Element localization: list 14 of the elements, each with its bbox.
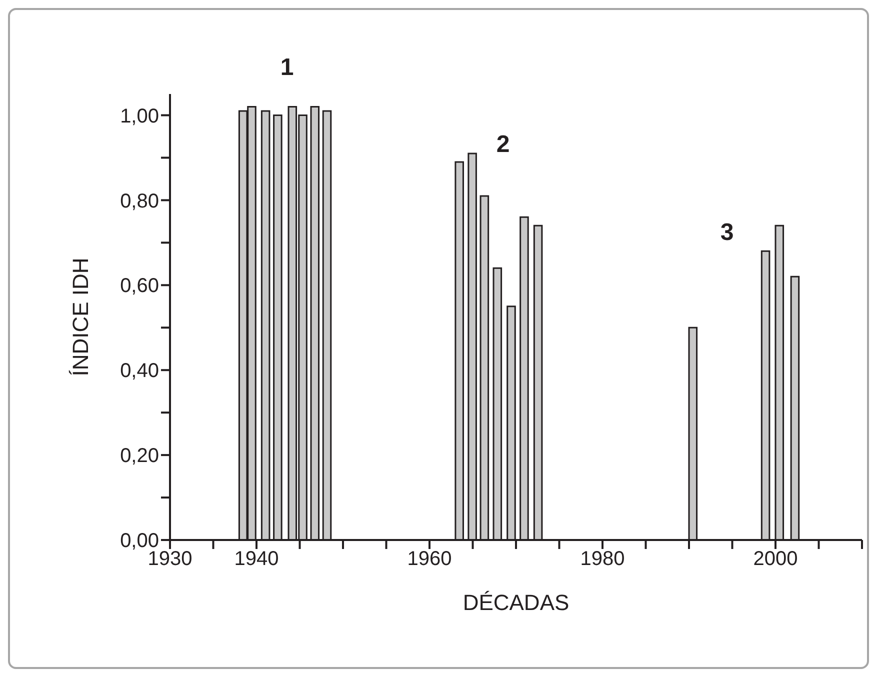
y-tick-label: 1,00	[120, 105, 159, 128]
annotation: 2	[496, 131, 510, 159]
text: 1	[280, 54, 294, 82]
x-axis-title: DÉCADAS	[462, 590, 570, 615]
y-tick-label: 0,40	[120, 360, 159, 382]
y-axis-title: ÍNDICE IDH	[68, 258, 93, 376]
y-tick-label: 0,20	[120, 445, 159, 468]
x-tick-label: 1940	[234, 548, 279, 570]
x-tick-label: 2000	[753, 548, 798, 570]
y-tick-label: 0,60	[120, 275, 159, 298]
annotation: 3	[720, 219, 734, 247]
x-tick-label: 1960	[407, 548, 452, 570]
y-tick-label: 0,80	[120, 190, 159, 212]
x-tick-label: 1980	[580, 548, 625, 570]
